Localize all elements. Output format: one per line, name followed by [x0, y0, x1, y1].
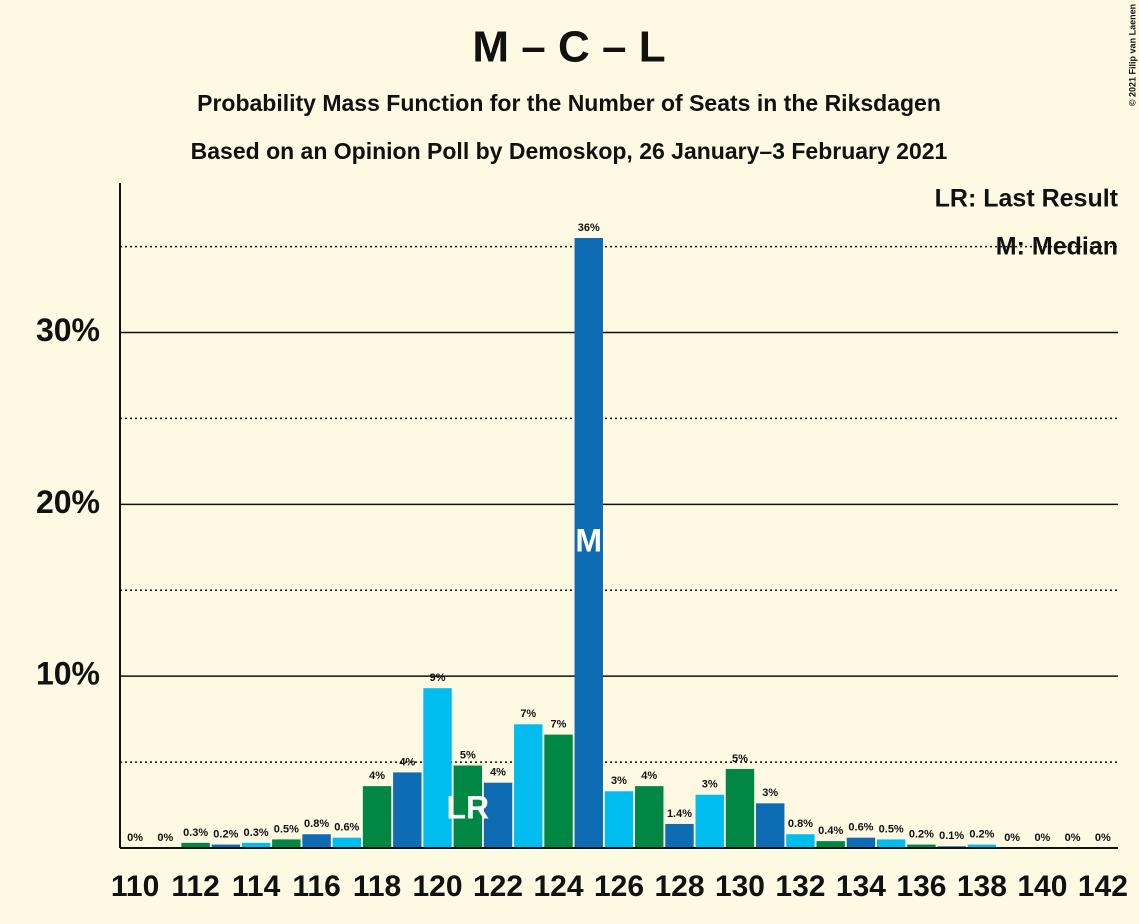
- value-label: 1.4%: [667, 808, 692, 820]
- x-tick-label: 130: [715, 870, 765, 903]
- x-tick-label: 136: [896, 870, 946, 903]
- x-tick-label: 124: [533, 870, 583, 903]
- value-label: 0.5%: [274, 823, 299, 835]
- bar: [876, 839, 906, 848]
- bar: [453, 765, 483, 848]
- x-tick-label: 114: [232, 870, 281, 903]
- x-tick-label: 116: [292, 870, 340, 903]
- value-label: 0%: [1034, 832, 1050, 844]
- value-label: 5%: [732, 753, 748, 765]
- value-label: 4%: [641, 770, 657, 782]
- value-label: 0.2%: [969, 828, 994, 840]
- bar: [302, 834, 331, 848]
- value-label: 0%: [1065, 832, 1081, 844]
- value-label: 0.8%: [304, 818, 329, 830]
- x-tick-label: 122: [473, 870, 523, 903]
- bar: [211, 844, 241, 848]
- value-label: 0.1%: [939, 830, 964, 842]
- marker-label: M: [575, 522, 602, 558]
- bar: [544, 734, 573, 848]
- bar: [665, 823, 694, 848]
- bar: [181, 842, 210, 848]
- value-label: 0.8%: [788, 818, 813, 830]
- y-tick-label: 30%: [36, 312, 100, 348]
- value-label: 7%: [520, 708, 536, 720]
- marker-label: LR: [446, 789, 489, 825]
- bar: [755, 803, 785, 848]
- bar: [332, 837, 362, 848]
- x-tick-label: 128: [654, 870, 704, 903]
- value-label: 0.4%: [818, 825, 843, 837]
- value-label: 4%: [490, 767, 506, 779]
- bar: [967, 844, 997, 848]
- x-tick-label: 110: [111, 870, 159, 903]
- bar: [816, 841, 845, 848]
- bar: [635, 786, 664, 848]
- value-label: 0.3%: [183, 827, 208, 839]
- value-label: 0.3%: [244, 827, 269, 839]
- x-tick-label: 142: [1078, 870, 1128, 903]
- chart-title: M – C – L: [472, 23, 665, 72]
- value-label: 0.6%: [334, 822, 359, 834]
- y-tick-label: 20%: [36, 484, 100, 520]
- value-label: 3%: [762, 787, 778, 799]
- value-label: 3%: [702, 779, 718, 791]
- x-tick-label: 138: [957, 870, 1007, 903]
- value-label: 0.2%: [213, 828, 238, 840]
- bar: [514, 724, 543, 848]
- y-tick-label: 10%: [36, 656, 100, 692]
- value-label: 0.2%: [909, 828, 934, 840]
- bar: [241, 842, 271, 848]
- chart-subtitle: Probability Mass Function for the Number…: [197, 90, 941, 116]
- bar: [725, 768, 755, 848]
- value-label: 7%: [551, 718, 567, 730]
- legend-entry: LR: Last Result: [935, 185, 1119, 213]
- bar: [907, 844, 936, 848]
- value-label: 4%: [399, 756, 415, 768]
- value-label: 5%: [460, 749, 476, 761]
- value-label: 0%: [1004, 832, 1020, 844]
- value-label: 0.6%: [848, 822, 873, 834]
- x-tick-label: 134: [836, 870, 886, 903]
- x-tick-label: 120: [413, 870, 463, 903]
- bar: [393, 772, 422, 848]
- bar: [574, 237, 603, 849]
- bar: [362, 786, 392, 848]
- x-tick-label: 132: [775, 870, 825, 903]
- bar: [423, 688, 452, 848]
- bar: [483, 782, 513, 848]
- credit: © 2021 Filip van Laenen: [1127, 4, 1137, 106]
- value-label: 3%: [611, 775, 627, 787]
- chart-subtitle: Based on an Opinion Poll by Demoskop, 26…: [191, 138, 948, 164]
- value-label: 4%: [369, 770, 385, 782]
- x-tick-label: 126: [594, 870, 644, 903]
- x-tick-label: 112: [171, 870, 219, 903]
- x-tick-label: 118: [353, 870, 401, 903]
- value-label: 0%: [127, 832, 143, 844]
- value-label: 0%: [157, 832, 173, 844]
- bar: [846, 837, 876, 848]
- value-label: 36%: [578, 222, 600, 234]
- value-label: 9%: [430, 672, 446, 684]
- bar: [272, 839, 301, 848]
- bar: [786, 834, 815, 848]
- value-label: 0%: [1095, 832, 1111, 844]
- bar: [695, 794, 724, 848]
- value-label: 0.5%: [879, 823, 904, 835]
- bar: [604, 791, 634, 848]
- x-tick-label: 140: [1017, 870, 1067, 903]
